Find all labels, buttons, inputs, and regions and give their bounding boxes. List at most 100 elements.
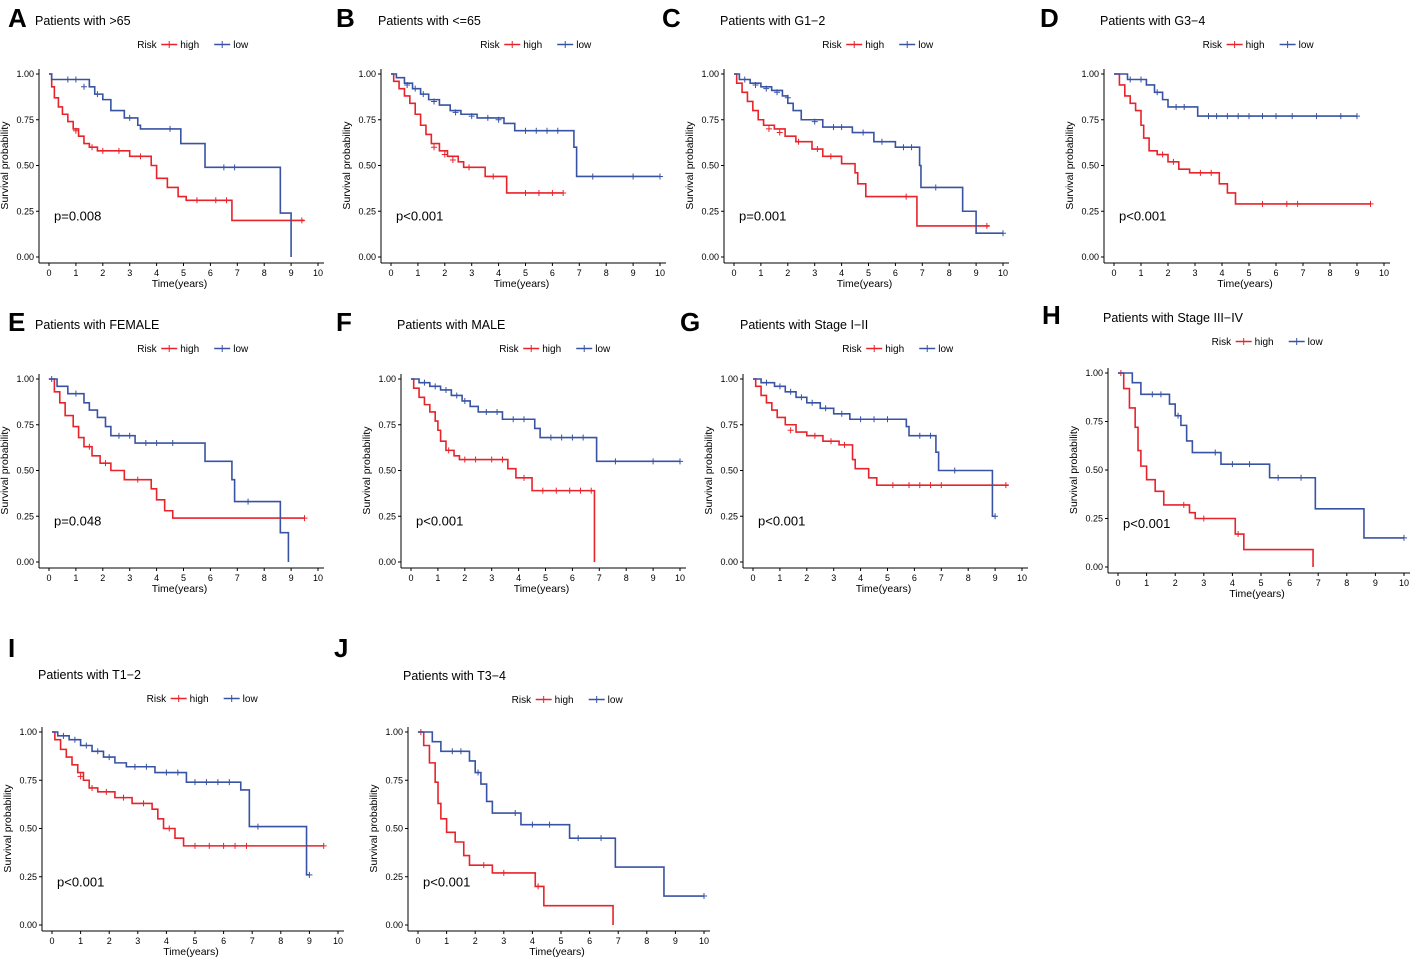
- censor-mark-low: [809, 399, 816, 406]
- censor-mark-low: [449, 748, 456, 755]
- x-axis-label: Time(years): [1217, 278, 1273, 290]
- x-tick-label: 0: [1111, 268, 1116, 278]
- p-value: p<0.001: [423, 874, 470, 889]
- legend-title: Risk: [137, 344, 157, 355]
- censor-mark-low: [838, 124, 845, 131]
- y-tick-label: 0.50: [1085, 465, 1103, 475]
- x-tick-label: 6: [221, 936, 226, 946]
- x-tick-label: 3: [1201, 578, 1206, 588]
- censor-mark-low: [857, 416, 864, 423]
- x-tick-label: 7: [616, 936, 621, 946]
- y-tick-label: 0.25: [1081, 206, 1099, 216]
- y-tick-label: 0.00: [701, 252, 719, 262]
- censor-mark-high: [140, 800, 147, 807]
- censor-mark-high: [243, 842, 250, 849]
- legend-label-low: low: [1299, 40, 1315, 51]
- x-tick-label: 4: [496, 268, 501, 278]
- x-axis-label: Time(years): [152, 278, 208, 290]
- y-tick-label: 0.00: [385, 920, 403, 930]
- legend-title: Risk: [147, 694, 167, 705]
- x-tick-label: 10: [998, 268, 1008, 278]
- x-tick-label: 0: [731, 268, 736, 278]
- x-tick-label: 4: [1230, 578, 1235, 588]
- x-tick-label: 3: [812, 268, 817, 278]
- censor-mark-high: [811, 432, 818, 439]
- km-curve-high: [49, 73, 305, 222]
- censor-mark-low: [871, 416, 878, 423]
- censor-mark-high: [560, 189, 567, 196]
- censor-mark-low: [1000, 230, 1006, 237]
- censor-mark-low: [529, 821, 536, 828]
- censor-mark-low: [546, 821, 553, 828]
- censor-mark-low: [453, 392, 460, 399]
- x-tick-label: 9: [1354, 268, 1359, 278]
- y-tick-label: 1.00: [720, 374, 738, 384]
- censor-mark-high: [134, 476, 141, 483]
- panel-letter: E: [8, 307, 25, 337]
- censor-mark-low: [494, 408, 501, 415]
- censor-mark-high: [120, 794, 127, 801]
- x-tick-label: 0: [1115, 578, 1120, 588]
- panel-h: H Patients with Stage III−IV Risk high low 0.…: [1042, 300, 1410, 600]
- censor-mark-low: [214, 779, 221, 786]
- y-axis-label: Survival probability: [1068, 425, 1080, 514]
- censor-mark-low: [547, 434, 554, 441]
- censor-mark-low: [245, 498, 252, 505]
- x-tick-label: 9: [307, 936, 312, 946]
- x-tick-label: 0: [415, 936, 420, 946]
- censor-mark-high: [488, 456, 495, 463]
- legend: Risk high low: [480, 40, 592, 51]
- censor-mark-high: [1259, 200, 1266, 207]
- x-tick-label: 5: [885, 573, 890, 583]
- y-tick-label: 0.75: [378, 420, 396, 430]
- y-tick-label: 0.00: [358, 252, 376, 262]
- y-tick-label: 1.00: [16, 69, 34, 79]
- y-tick-label: 0.50: [19, 824, 37, 834]
- x-tick-label: 5: [1258, 578, 1263, 588]
- censor-mark-high: [223, 197, 230, 204]
- censor-mark-high: [193, 197, 200, 204]
- legend: Risk high low: [137, 344, 249, 355]
- p-value: p<0.001: [416, 513, 463, 528]
- y-tick-label: 0.75: [385, 775, 403, 785]
- panel-title: Patients with <=65: [378, 14, 481, 28]
- censor-mark-low: [533, 127, 540, 134]
- censor-mark-low: [520, 416, 527, 423]
- legend-label-high: high: [885, 344, 904, 355]
- x-tick-label: 9: [289, 268, 294, 278]
- km-curve-high: [411, 378, 596, 562]
- censor-mark-low: [822, 405, 829, 412]
- legend-label-low: low: [576, 40, 592, 51]
- legend: Risk high low: [512, 695, 624, 706]
- censor-mark-high: [472, 456, 479, 463]
- y-tick-label: 0.00: [1081, 252, 1099, 262]
- x-tick-label: 5: [192, 936, 197, 946]
- p-value: p<0.001: [1119, 208, 1166, 223]
- x-axis-label: Time(years): [152, 583, 208, 595]
- censor-mark-low: [174, 769, 181, 776]
- y-tick-label: 0.50: [16, 161, 34, 171]
- x-tick-label: 1: [777, 573, 782, 583]
- censor-mark-low: [457, 748, 464, 755]
- censor-mark-low: [167, 125, 174, 132]
- censor-mark-low: [1275, 474, 1282, 481]
- y-tick-label: 1.00: [1081, 69, 1099, 79]
- censor-mark-high: [72, 127, 79, 134]
- x-tick-label: 1: [73, 268, 78, 278]
- y-tick-label: 0.75: [358, 115, 376, 125]
- y-axis-label: Survival probability: [684, 121, 696, 210]
- censor-mark-high: [938, 482, 945, 489]
- censor-mark-low: [512, 810, 519, 817]
- censor-mark-low: [495, 116, 502, 123]
- x-tick-label: 0: [46, 268, 51, 278]
- censor-mark-high: [522, 189, 529, 196]
- censor-mark-low: [306, 871, 313, 878]
- censor-mark-high: [535, 883, 542, 890]
- km-curve-low: [1118, 372, 1404, 539]
- censor-mark-low: [1289, 113, 1296, 120]
- censor-mark-high: [795, 138, 802, 145]
- x-tick-label: 6: [208, 268, 213, 278]
- censor-mark-high: [787, 427, 794, 434]
- censor-mark-low: [94, 91, 101, 98]
- panel-title: Patients with Stage III−IV: [1103, 311, 1244, 325]
